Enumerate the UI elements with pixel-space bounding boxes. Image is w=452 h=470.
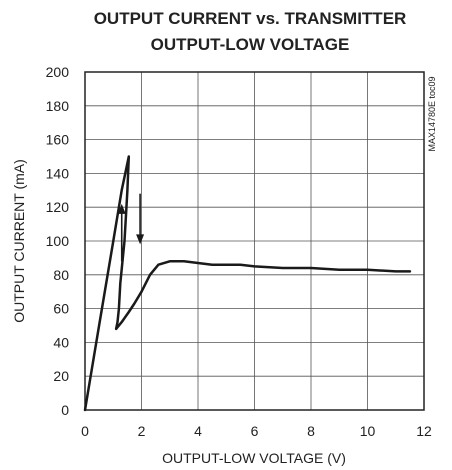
arrow-head [117, 203, 126, 214]
y-tick-label: 60 [53, 301, 69, 317]
series-line [83, 155, 412, 412]
y-tick-labels: 0 20 40 60 80 100 120 140 160 180 200 [46, 64, 70, 418]
x-tick-label: 10 [360, 423, 376, 439]
x-tick-label: 2 [138, 423, 146, 439]
y-tick-label: 80 [53, 267, 69, 283]
y-tick-label: 160 [46, 132, 70, 148]
x-tick-label: 0 [81, 423, 89, 439]
x-axis-label: OUTPUT-LOW VOLTAGE (V) [162, 450, 346, 466]
x-tick-labels: 0 2 4 6 8 10 12 [81, 423, 432, 439]
x-tick-label: 12 [416, 423, 432, 439]
x-tick-label: 4 [194, 423, 202, 439]
annotation-arrows [117, 193, 145, 262]
figure-code: MAX14780E toc09 [427, 76, 437, 151]
y-tick-label: 40 [53, 334, 69, 350]
x-tick-label: 8 [307, 423, 315, 439]
y-tick-label: 0 [61, 402, 69, 418]
series-group [83, 155, 412, 412]
x-tick-label: 6 [251, 423, 259, 439]
arrow-head [136, 234, 145, 245]
y-tick-label: 140 [46, 165, 70, 181]
grid [85, 72, 424, 410]
y-tick-label: 20 [53, 368, 69, 384]
y-tick-label: 180 [46, 98, 70, 114]
y-tick-label: 120 [46, 199, 70, 215]
chart-title-line1: OUTPUT CURRENT vs. TRANSMITTER [94, 9, 407, 28]
y-tick-label: 100 [46, 233, 70, 249]
y-axis-label: OUTPUT CURRENT (mA) [11, 159, 27, 323]
plot-area-frame [84, 71, 425, 411]
y-tick-label: 200 [46, 64, 70, 80]
chart-title-line2: OUTPUT-LOW VOLTAGE [151, 35, 350, 54]
